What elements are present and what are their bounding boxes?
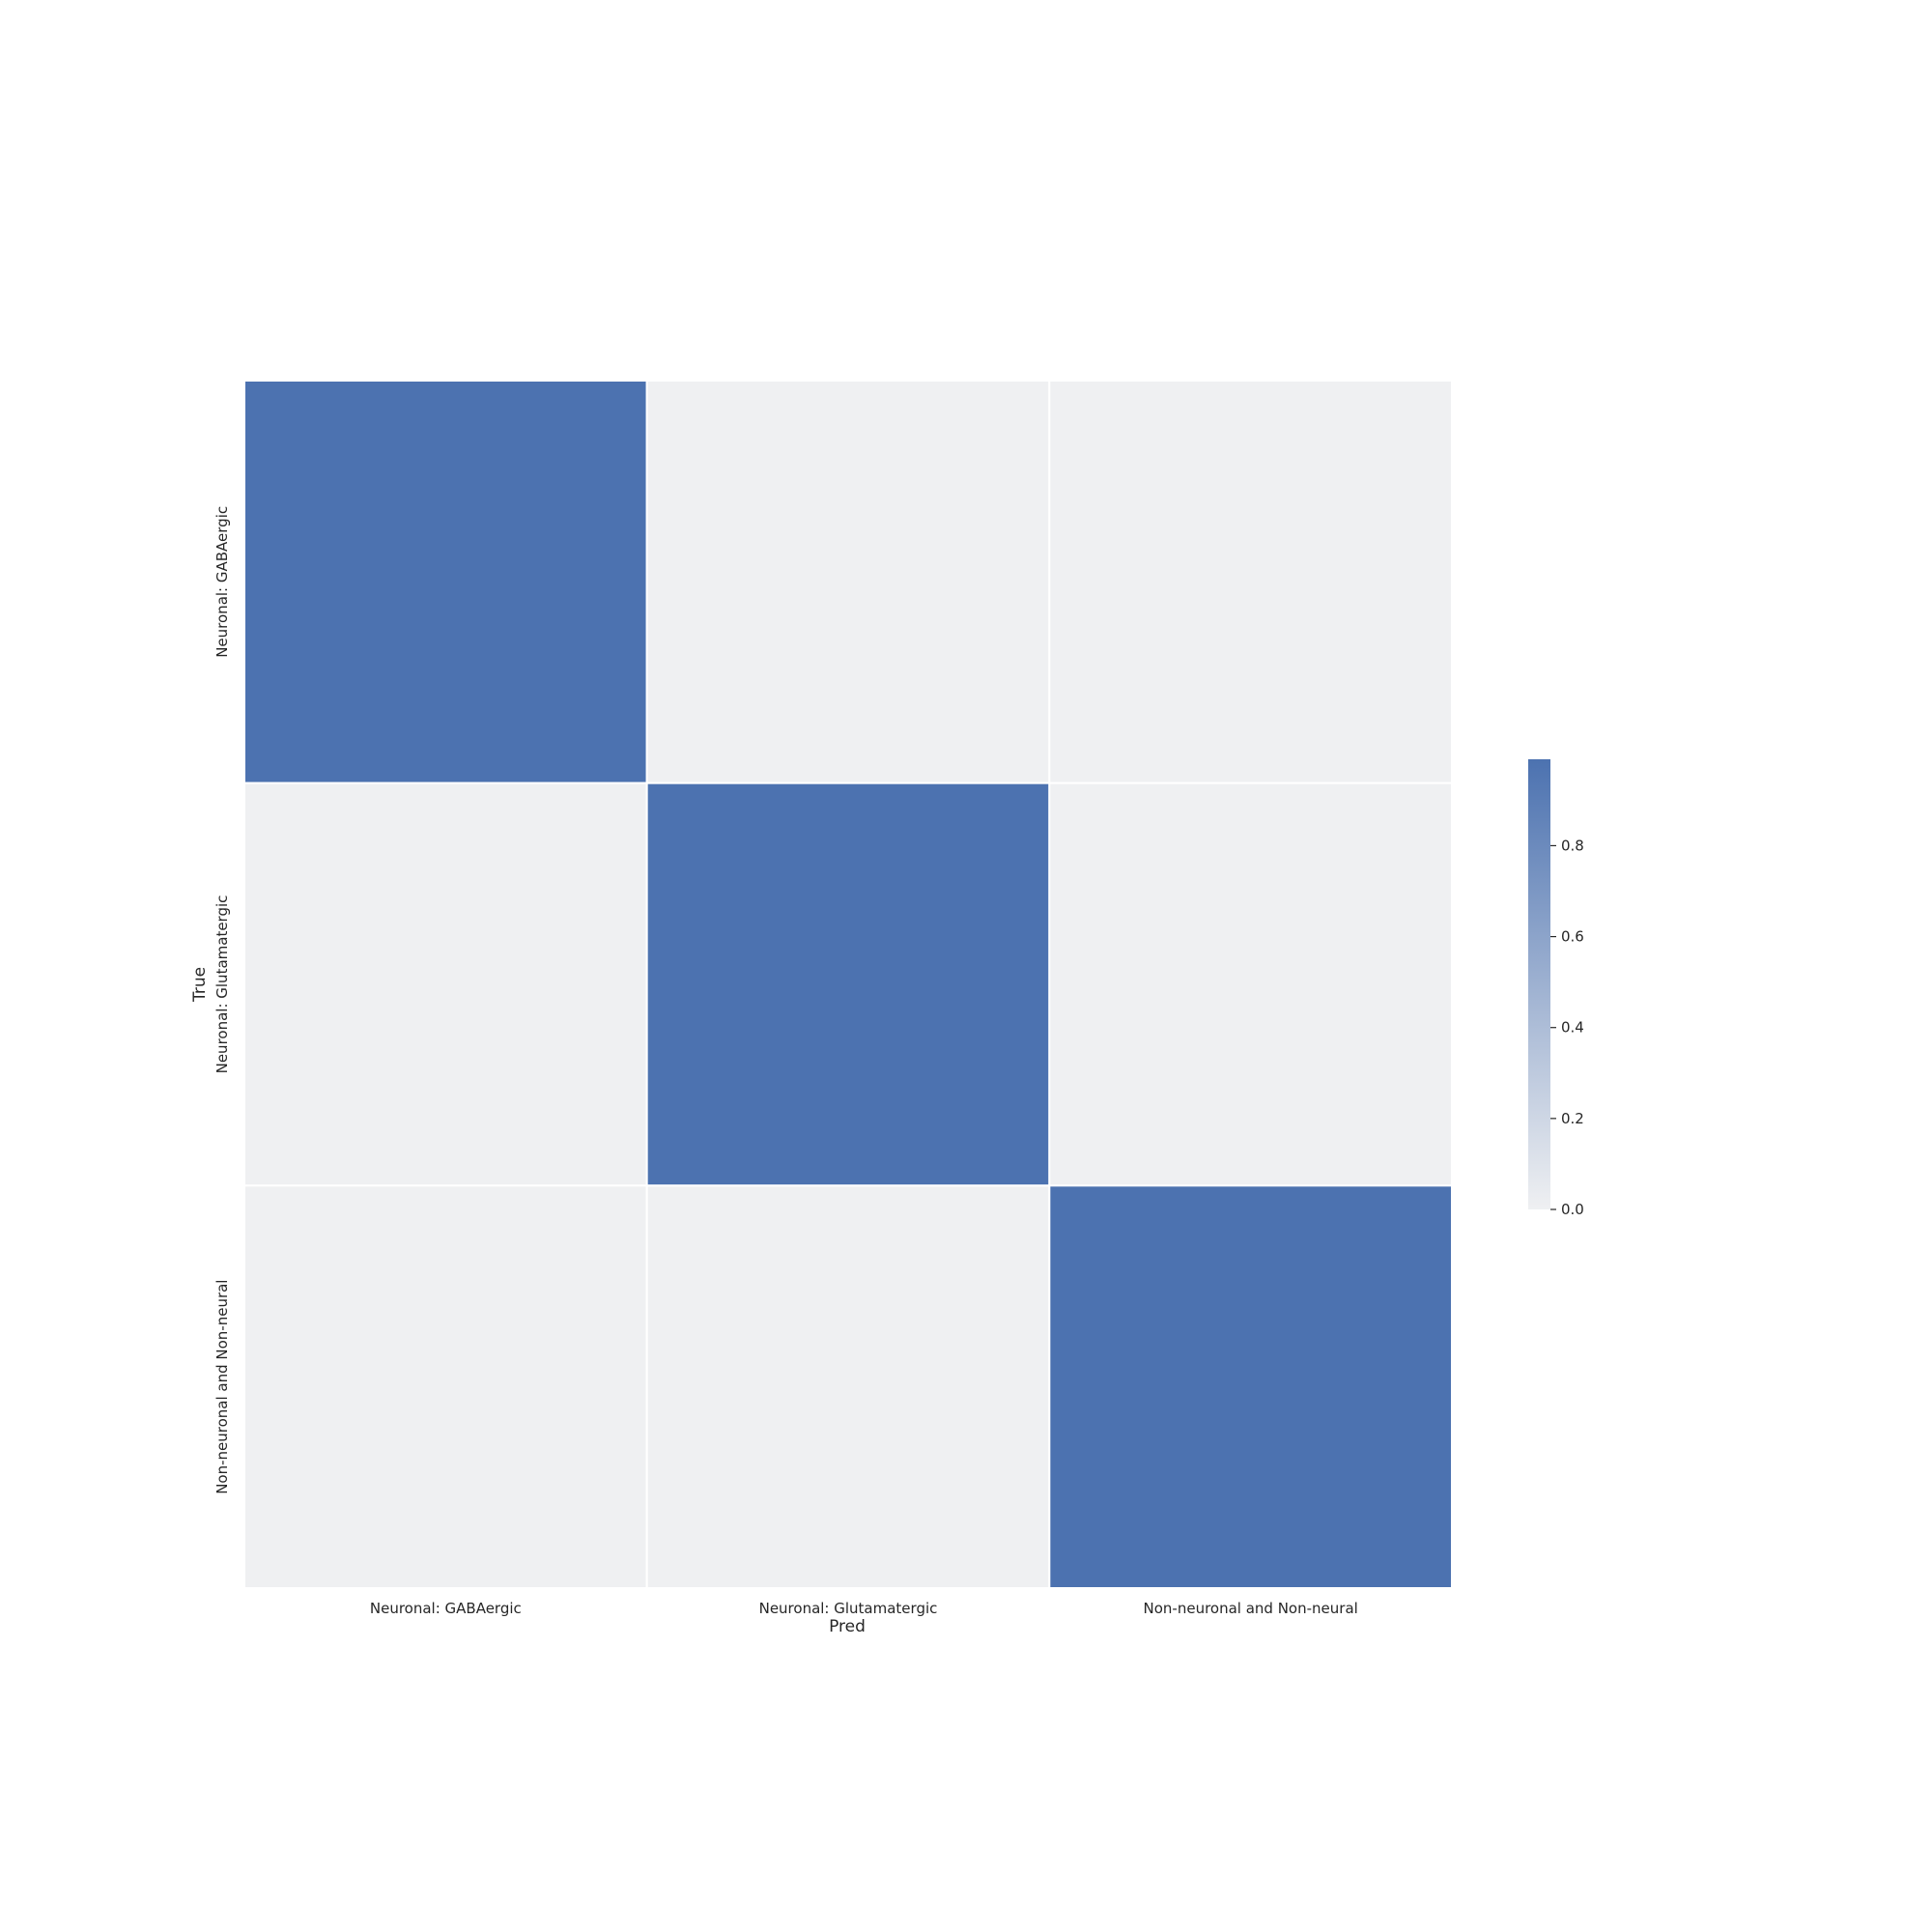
colorbar: 0.0 0.2 0.4 0.6 0.8 [1528, 759, 1584, 1218]
heatmap-cells [243, 380, 1454, 1590]
heatmap-cell-0-1 [645, 380, 1051, 784]
y-tick-labels: Neuronal: GABAergic Neuronal: Glutamaterg… [213, 506, 231, 1494]
heatmap-cell-1-0 [243, 781, 648, 1187]
heatmap-cell-1-2 [1048, 781, 1454, 1187]
x-tick-label: Neuronal: GABAergic [370, 1600, 522, 1617]
y-axis-label: True [190, 967, 210, 1003]
colorbar-tick-label: 0.4 [1561, 1019, 1584, 1037]
y-tick-label: Neuronal: Glutamatergic [213, 895, 231, 1074]
colorbar-tick-label: 0.6 [1561, 928, 1584, 946]
heatmap-cell-1-1 [645, 781, 1051, 1187]
colorbar-tick-label: 0.2 [1561, 1110, 1584, 1127]
colorbar-gradient [1528, 759, 1550, 1209]
colorbar-ticks: 0.0 0.2 0.4 0.6 0.8 [1550, 837, 1584, 1218]
heatmap-cell-2-2 [1048, 1184, 1454, 1590]
x-tick-label: Neuronal: Glutamatergic [759, 1600, 938, 1617]
x-axis-label: Pred [829, 1617, 866, 1636]
colorbar-tick-label: 0.8 [1561, 837, 1584, 854]
heatmap-cell-2-1 [645, 1184, 1051, 1590]
heatmap-cell-0-2 [1048, 380, 1454, 784]
x-tick-labels: Neuronal: GABAergic Neuronal: Glutamaterg… [370, 1600, 1358, 1617]
y-tick-label: Non-neuronal and Non-neural [213, 1280, 231, 1494]
heatmap-cell-0-0 [243, 380, 648, 784]
x-tick-label: Non-neuronal and Non-neural [1144, 1600, 1358, 1617]
heatmap-cell-2-0 [243, 1184, 648, 1590]
colorbar-tick-label: 0.0 [1561, 1201, 1584, 1218]
y-tick-label: Neuronal: GABAergic [213, 506, 231, 658]
